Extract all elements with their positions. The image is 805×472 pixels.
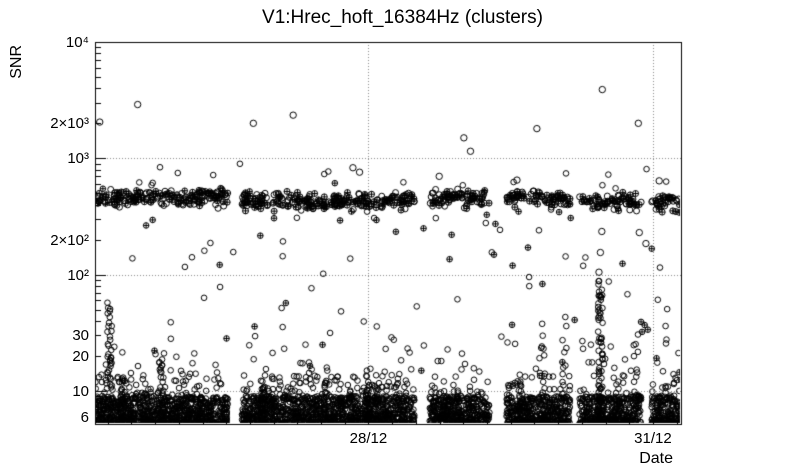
y-tick-label: 6 xyxy=(80,408,89,426)
x-tick-label: 31/12 xyxy=(634,430,672,447)
y-tick-label: 10² xyxy=(67,266,89,284)
x-tick-label: 28/12 xyxy=(349,430,388,447)
x-axis-title: Date xyxy=(639,450,673,467)
y-tick-label: 2×10² xyxy=(50,231,89,249)
y-tick-label: 20 xyxy=(72,347,89,365)
y-tick-label: 10³ xyxy=(67,150,89,168)
y-tick-label: 30 xyxy=(72,327,89,345)
y-tick-label: 10 xyxy=(72,382,89,400)
y-tick-label: 2×10³ xyxy=(50,115,89,133)
y-tick-label: 10⁴ xyxy=(65,34,89,51)
chart-title: V1:Hrec_hoft_16384Hz (clusters) xyxy=(262,7,543,28)
